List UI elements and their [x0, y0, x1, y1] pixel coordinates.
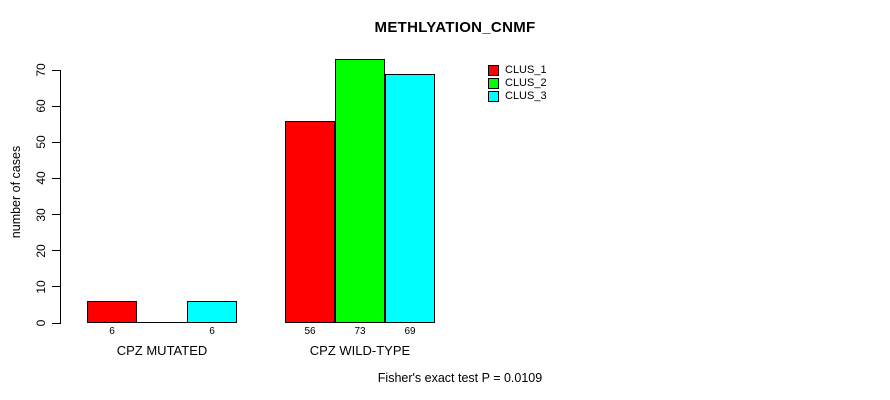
legend-label: CLUS_1 [505, 64, 547, 76]
y-tick-mark [52, 286, 60, 288]
y-tick-mark [52, 177, 60, 179]
bar-clus_3-2 [385, 74, 435, 323]
category-label: CPZ MUTATED [116, 343, 208, 358]
bar-clus_3-1 [187, 301, 237, 323]
legend-swatch-clus_1 [488, 65, 499, 76]
y-tick-label: 10 [34, 280, 48, 294]
y-tick-mark [52, 141, 60, 143]
bar-value-label: 56 [304, 326, 316, 337]
y-tick-label: 30 [34, 207, 48, 222]
bar-value-label: 73 [354, 326, 366, 337]
fisher-test-annotation: Fisher's exact test P = 0.0109 [377, 371, 543, 385]
bar-value-label: 6 [109, 326, 115, 337]
y-axis-line [60, 70, 61, 324]
y-tick-label: 20 [34, 244, 48, 258]
y-tick-label: 70 [34, 63, 48, 77]
legend-label: CLUS_2 [505, 77, 547, 89]
bar-clus_1-1 [87, 301, 137, 323]
group-baseline [87, 322, 237, 323]
legend-swatch-clus_3 [488, 91, 499, 102]
y-tick-label: 50 [34, 135, 48, 149]
legend-entry: CLUS_2 [488, 77, 547, 90]
legend-swatch-clus_2 [488, 78, 499, 89]
y-tick-mark [52, 250, 60, 252]
legend: CLUS_1 CLUS_2 CLUS_3 [488, 64, 547, 103]
y-tick-mark [52, 322, 60, 324]
y-tick-label: 0 [34, 319, 48, 327]
bar-value-label: 69 [404, 326, 416, 337]
legend-entry: CLUS_1 [488, 64, 547, 77]
y-axis-title: number of cases [9, 145, 23, 239]
y-tick-mark [52, 69, 60, 71]
chart-title: METHLYATION_CNMF [374, 19, 536, 36]
bar-value-label: 6 [209, 326, 215, 337]
legend-entry: CLUS_3 [488, 90, 547, 103]
legend-label: CLUS_3 [505, 90, 547, 102]
y-tick-mark [52, 105, 60, 107]
y-tick-label: 60 [34, 99, 48, 113]
y-tick-mark [52, 214, 60, 216]
bar-clus_2-2 [335, 59, 385, 323]
category-label: CPZ WILD-TYPE [309, 343, 411, 358]
y-tick-label: 40 [34, 171, 48, 186]
bar-clus_1-2 [285, 121, 335, 323]
